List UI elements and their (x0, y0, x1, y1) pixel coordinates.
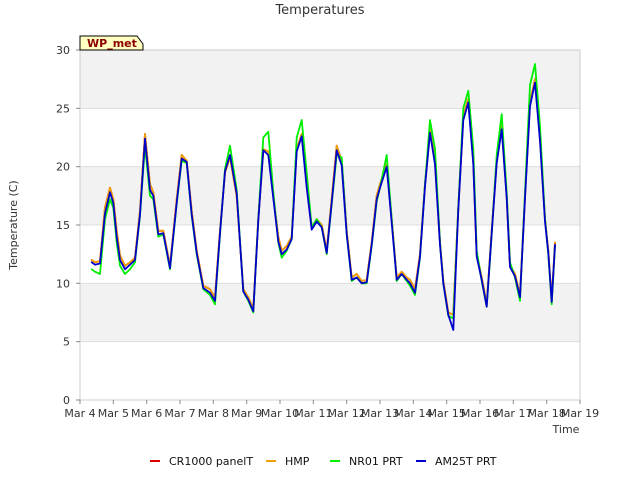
x-tick-label: Mar 11 (294, 407, 332, 420)
legend-label: CR1000 panelT (169, 455, 253, 468)
x-tick-label: Mar 6 (131, 407, 162, 420)
y-tick-label: 25 (56, 102, 70, 115)
x-tick-label: Mar 18 (528, 407, 566, 420)
legend-label: NR01 PRT (349, 455, 403, 468)
x-tick-label: Mar 19 (561, 407, 599, 420)
x-tick-label: Mar 13 (361, 407, 399, 420)
series-line-am25t-prt (90, 81, 556, 331)
y-axis-label: Temperature (C) (7, 180, 20, 270)
x-tick-label: Mar 10 (261, 407, 299, 420)
legend-label: AM25T PRT (435, 455, 497, 468)
station-tag: WP_met (79, 35, 144, 51)
y-tick-label: 20 (56, 161, 70, 174)
x-tick-label: Mar 4 (64, 407, 95, 420)
grid-band (80, 341, 580, 400)
station-tag-label: WP_met (87, 37, 137, 50)
grid-band (80, 283, 580, 342)
grid-band (80, 50, 580, 109)
x-tick-label: Mar 12 (328, 407, 366, 420)
x-tick-label: Mar 7 (164, 407, 195, 420)
station-tag-box (79, 35, 144, 51)
x-tick-label: Mar 5 (98, 407, 129, 420)
series-layer (90, 63, 556, 331)
x-tick-label: Mar 15 (428, 407, 466, 420)
x-tick-label: Mar 9 (231, 407, 262, 420)
y-tick-label: 5 (63, 336, 70, 349)
legend-label: HMP (285, 455, 310, 468)
chart-title: Temperatures (274, 3, 364, 18)
y-tick-label: 30 (56, 44, 70, 57)
y-axis: 0 5 10 15 20 25 30 (56, 44, 80, 407)
y-tick-label: 0 (63, 394, 70, 407)
y-tick-label: 15 (56, 219, 70, 232)
x-tick-label: Mar 8 (198, 407, 229, 420)
grid-band (80, 225, 580, 284)
x-tick-label: Mar 14 (394, 407, 432, 420)
x-tick-label: Mar 16 (461, 407, 499, 420)
x-axis-label: Time (552, 423, 580, 436)
legend: CR1000 panelT HMP NR01 PRT AM25T PRT (150, 455, 497, 468)
x-tick-label: Mar 17 (494, 407, 532, 420)
y-tick-label: 10 (56, 277, 70, 290)
